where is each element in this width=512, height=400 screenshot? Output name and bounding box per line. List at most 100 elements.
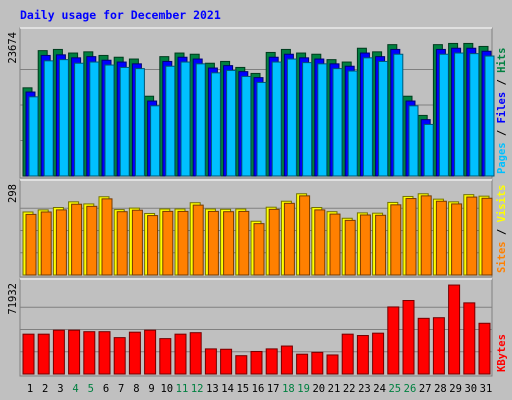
bar-sites-day-6 bbox=[101, 198, 113, 276]
bar-kbytes-day-22 bbox=[341, 333, 354, 375]
x-tick-label: 29 bbox=[449, 383, 462, 395]
x-tick-label: 11 bbox=[176, 383, 189, 395]
bar-pages-day-6 bbox=[104, 64, 115, 177]
bar-sites-day-30 bbox=[466, 196, 478, 276]
bar-kbytes-day-18 bbox=[280, 345, 293, 375]
series-sites bbox=[25, 195, 493, 276]
legend-item-files: Files bbox=[496, 92, 508, 124]
bar-kbytes-day-3 bbox=[52, 329, 65, 375]
bar-pages-day-16 bbox=[256, 81, 267, 177]
bar-kbytes-day-19 bbox=[296, 353, 309, 375]
bar-kbytes-day-17 bbox=[265, 348, 278, 375]
bar-pages-day-31 bbox=[484, 55, 495, 177]
x-tick-label: 21 bbox=[328, 383, 341, 395]
bar-kbytes-day-7 bbox=[113, 337, 126, 375]
bar-pages-day-2 bbox=[43, 60, 54, 177]
bar-sites-day-14 bbox=[223, 211, 235, 276]
x-tick-label: 31 bbox=[480, 383, 493, 395]
bar-pages-day-18 bbox=[286, 58, 297, 177]
bar-pages-day-20 bbox=[317, 63, 328, 177]
bar-kbytes-day-1 bbox=[22, 333, 35, 375]
bar-kbytes-day-21 bbox=[326, 354, 339, 375]
x-tick-label: 13 bbox=[206, 383, 219, 395]
legend-separator: / bbox=[496, 222, 508, 241]
bar-kbytes-day-26 bbox=[402, 300, 415, 375]
bar-pages-day-4 bbox=[74, 62, 85, 177]
x-tick-label: 16 bbox=[252, 383, 265, 395]
bar-pages-day-19 bbox=[302, 62, 313, 177]
x-tick-label: 12 bbox=[191, 383, 204, 395]
bar-kbytes-day-13 bbox=[204, 348, 217, 375]
bar-pages-day-23 bbox=[362, 57, 373, 177]
bar-kbytes-day-24 bbox=[372, 332, 385, 375]
bar-pages-day-9 bbox=[150, 105, 161, 177]
x-tick-label: 27 bbox=[419, 383, 432, 395]
legend-item-hits: Hits bbox=[496, 48, 508, 73]
bar-kbytes-day-11 bbox=[174, 333, 187, 375]
bar-kbytes-day-9 bbox=[144, 329, 157, 375]
x-tick-label: 1 bbox=[27, 383, 33, 395]
x-axis-labels: 1 2 3 4 5 6 7 8 9 10 11 12 13 14 15 16 17 18 19 20 21 22 23 24 2… bbox=[27, 383, 492, 395]
bar-pages-day-28 bbox=[438, 53, 449, 177]
bar-kbytes-day-15 bbox=[235, 355, 248, 375]
series-pages bbox=[28, 52, 495, 177]
bar-pages-day-15 bbox=[241, 75, 252, 177]
bar-pages-day-11 bbox=[180, 61, 191, 177]
bar-kbytes-day-8 bbox=[128, 331, 141, 375]
x-tick-label: 22 bbox=[343, 383, 356, 395]
legend-item-kbytes: KBytes bbox=[496, 334, 508, 372]
series-kbytes bbox=[22, 284, 491, 375]
x-tick-label: 2 bbox=[42, 383, 48, 395]
x-tick-label: 8 bbox=[133, 383, 139, 395]
bar-sites-day-4 bbox=[71, 203, 83, 276]
x-tick-label: 10 bbox=[160, 383, 173, 395]
bar-sites-day-21 bbox=[329, 213, 341, 276]
x-tick-label: 4 bbox=[72, 383, 78, 395]
x-tick-label: 23 bbox=[358, 383, 371, 395]
bar-kbytes-day-2 bbox=[37, 333, 50, 375]
legend-separator: / bbox=[496, 123, 508, 142]
panel-legend: Pages / Files / Hits bbox=[496, 48, 508, 174]
bar-sites-day-23 bbox=[359, 214, 371, 276]
legend-item-pages: Pages bbox=[496, 142, 508, 174]
panel-max-label: 298 bbox=[7, 184, 19, 203]
bar-pages-day-21 bbox=[332, 68, 343, 177]
bar-sites-day-24 bbox=[375, 214, 387, 276]
bar-pages-day-7 bbox=[119, 66, 130, 177]
panel-kbytes: 71932 KBytes bbox=[7, 278, 508, 377]
panel-max-label: 23674 bbox=[7, 32, 19, 64]
bar-pages-day-5 bbox=[89, 61, 100, 177]
bar-sites-day-17 bbox=[268, 208, 280, 276]
bar-pages-day-26 bbox=[408, 105, 419, 177]
bar-sites-day-7 bbox=[116, 211, 128, 276]
legend-item-visits: Visits bbox=[496, 184, 508, 222]
x-tick-label: 30 bbox=[464, 383, 477, 395]
bar-sites-day-3 bbox=[55, 209, 67, 276]
bar-sites-day-28 bbox=[435, 200, 447, 276]
bar-sites-day-12 bbox=[192, 204, 204, 276]
legend-separator: / bbox=[496, 73, 508, 92]
bar-pages-day-12 bbox=[195, 63, 206, 177]
x-tick-label: 9 bbox=[148, 383, 154, 395]
x-tick-label: 20 bbox=[312, 383, 325, 395]
x-tick-label: 3 bbox=[57, 383, 63, 395]
bar-sites-day-10 bbox=[162, 210, 174, 276]
x-tick-label: 6 bbox=[103, 383, 109, 395]
bar-pages-day-29 bbox=[454, 52, 465, 177]
panel-hits-files-pages: 23674 Pages / Files / Hits bbox=[7, 27, 508, 179]
bar-kbytes-day-6 bbox=[98, 331, 111, 375]
bar-pages-day-3 bbox=[58, 59, 69, 177]
bar-pages-day-17 bbox=[271, 61, 282, 177]
bar-sites-day-26 bbox=[405, 198, 417, 276]
bar-sites-day-20 bbox=[314, 209, 326, 276]
chart-title: Daily usage for December 2021 bbox=[20, 8, 221, 22]
bar-kbytes-day-5 bbox=[83, 331, 96, 375]
bar-pages-day-30 bbox=[469, 53, 480, 177]
bar-sites-day-9 bbox=[147, 215, 159, 276]
bar-pages-day-10 bbox=[165, 65, 176, 177]
x-tick-label: 26 bbox=[404, 383, 417, 395]
bar-sites-day-8 bbox=[131, 209, 143, 276]
bar-sites-day-18 bbox=[283, 202, 295, 276]
bar-kbytes-day-14 bbox=[220, 348, 233, 375]
bar-kbytes-day-31 bbox=[478, 322, 491, 375]
